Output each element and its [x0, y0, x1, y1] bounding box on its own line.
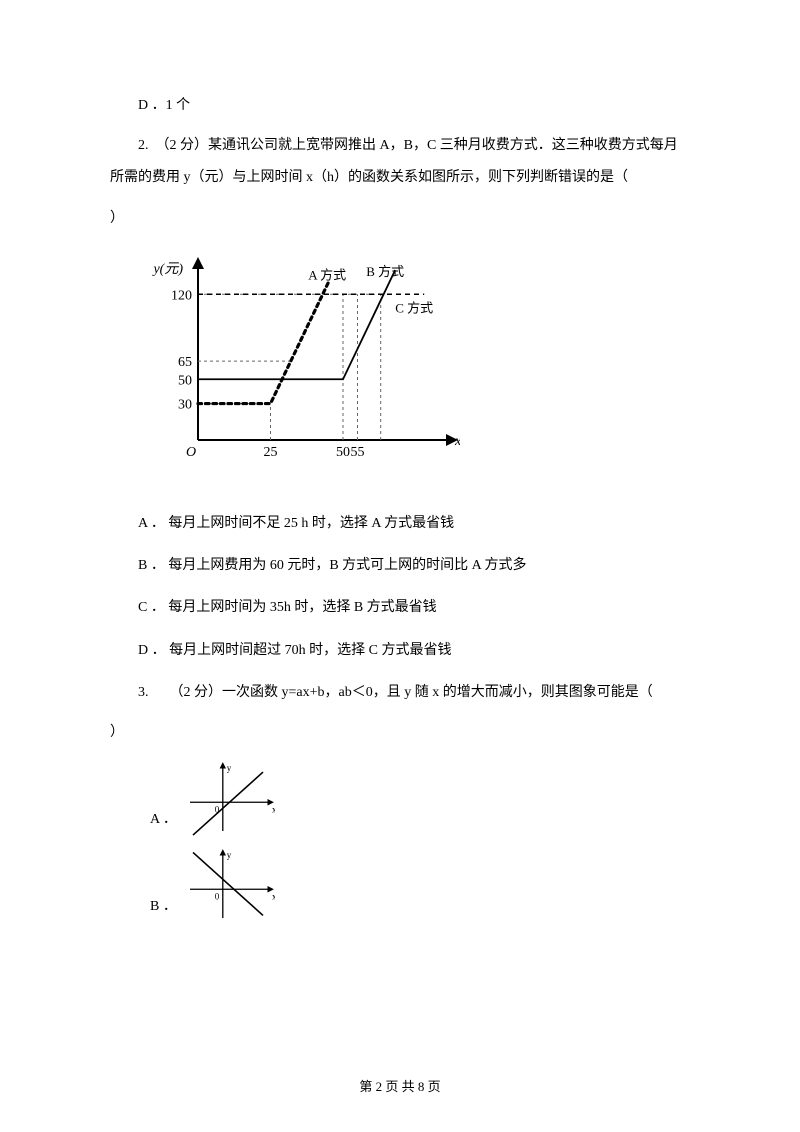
- q3-option-a-label: A ．: [150, 804, 177, 836]
- svg-text:120: 120: [171, 288, 192, 303]
- svg-text:x(h): x(h): [454, 434, 460, 449]
- previous-option-d: D ．1 个: [110, 90, 690, 122]
- svg-text:A 方式: A 方式: [308, 267, 346, 282]
- svg-text:y: y: [227, 850, 232, 860]
- svg-text:25: 25: [264, 445, 278, 460]
- svg-text:50: 50: [178, 373, 192, 388]
- chart-pricing-plans: y(元)x(h)O120655030255055C 方式A 方式B 方式: [150, 255, 690, 488]
- svg-text:y: y: [227, 763, 232, 773]
- page-footer: 第 2 页 共 8 页: [0, 1072, 800, 1102]
- pricing-chart-svg: y(元)x(h)O120655030255055C 方式A 方式B 方式: [150, 255, 460, 475]
- svg-text:55: 55: [351, 445, 365, 460]
- svg-text:65: 65: [178, 355, 192, 370]
- question-2-stem: 2. （2 分）某通讯公司就上宽带网推出 A，B，C 三种月收费方式．这三种收费…: [110, 130, 690, 194]
- svg-text:O: O: [186, 445, 196, 460]
- svg-text:y(元): y(元): [151, 262, 183, 277]
- svg-text:30: 30: [178, 397, 192, 412]
- svg-text:B 方式: B 方式: [366, 264, 404, 279]
- svg-text:x: x: [272, 891, 275, 901]
- mini-graph-b: x y 0: [185, 848, 275, 923]
- mini-graph-a: xy0: [185, 761, 275, 836]
- q3-option-b-row: B ． x y 0: [150, 848, 690, 923]
- q2-option-c: C ． 每月上网时间为 35h 时，选择 B 方式最省钱: [110, 592, 690, 624]
- svg-text:50: 50: [336, 445, 350, 460]
- svg-text:x: x: [272, 804, 275, 814]
- q3-option-b-label: B ．: [150, 891, 177, 923]
- q2-option-b: B ． 每月上网费用为 60 元时，B 方式可上网的时间比 A 方式多: [110, 550, 690, 582]
- question-2-paren-close: ）: [110, 203, 690, 235]
- svg-text:0: 0: [215, 891, 220, 901]
- q3-option-a-row: A ． xy0: [150, 761, 690, 836]
- question-3-stem: 3. （2 分）一次函数 y=ax+b，ab＜0，且 y 随 x 的增大而减小，…: [110, 677, 690, 709]
- svg-text:C 方式: C 方式: [395, 300, 433, 315]
- q2-option-a: A ． 每月上网时间不足 25 h 时，选择 A 方式最省钱: [110, 508, 690, 540]
- question-3-paren-close: ）: [110, 717, 690, 749]
- q2-option-d: D ． 每月上网时间超过 70h 时，选择 C 方式最省钱: [110, 635, 690, 667]
